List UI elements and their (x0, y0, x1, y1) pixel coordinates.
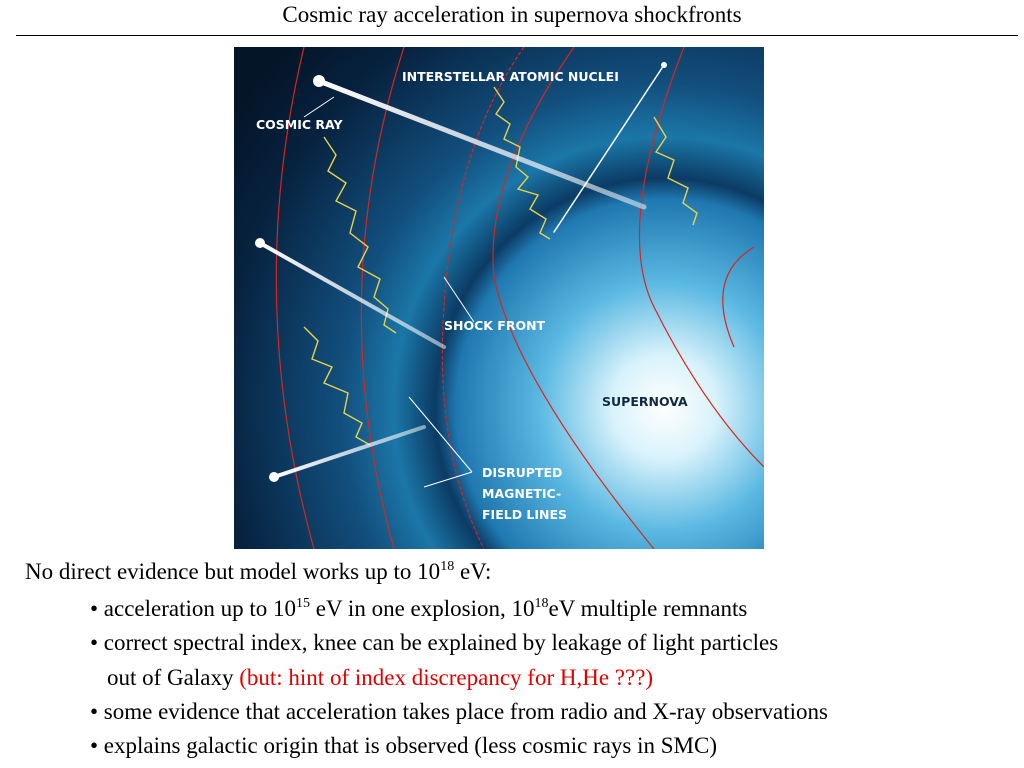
text-run: • correct spectral index, knee can be ex… (90, 630, 779, 655)
figure-label: MAGNETIC- (482, 486, 561, 501)
leader-lines (303, 96, 475, 488)
rays (255, 62, 667, 482)
superscript: 18 (440, 559, 455, 574)
body-line: • acceleration up to 1015 eV in one expl… (90, 596, 747, 622)
superscript: 15 (296, 596, 311, 611)
text-run: eV in one explosion, 10 (310, 596, 535, 621)
body-line: • explains galactic origin that is obser… (90, 733, 717, 759)
figure-label: SUPERNOVA (602, 394, 688, 409)
text-run: (but: hint of index discrepancy for H,He… (239, 665, 654, 690)
text-run: out of Galaxy (107, 665, 240, 690)
slide-title: Cosmic ray acceleration in supernova sho… (282, 2, 742, 27)
particle-paths (303, 86, 698, 446)
text-run: eV multiple remnants (548, 596, 748, 621)
body-line: No direct evidence but model works up to… (25, 559, 491, 585)
body-line: • some evidence that acceleration takes … (90, 699, 828, 725)
title-rule (16, 35, 1018, 36)
body-line: • correct spectral index, knee can be ex… (90, 630, 778, 656)
superscript: 18 (534, 596, 549, 611)
text-run: No direct evidence but model works up to… (25, 559, 441, 584)
figure-label: INTERSTELLAR ATOMIC NUCLEI (402, 69, 619, 84)
figure-label: SHOCK FRONT (444, 318, 546, 333)
body-line: out of Galaxy (but: hint of index discre… (107, 665, 653, 691)
text-run: eV: (454, 559, 492, 584)
text-run: • acceleration up to 10 (90, 596, 297, 621)
field-lines (275, 47, 764, 549)
text-run: • explains galactic origin that is obser… (90, 733, 718, 758)
text-run: • some evidence that acceleration takes … (90, 699, 828, 724)
illustration: INTERSTELLAR ATOMIC NUCLEI COSMIC RAY SH… (234, 47, 764, 549)
figure-label: COSMIC RAY (256, 117, 344, 132)
figure-label: DISRUPTED (482, 465, 562, 480)
figure-label: FIELD LINES (482, 507, 567, 522)
